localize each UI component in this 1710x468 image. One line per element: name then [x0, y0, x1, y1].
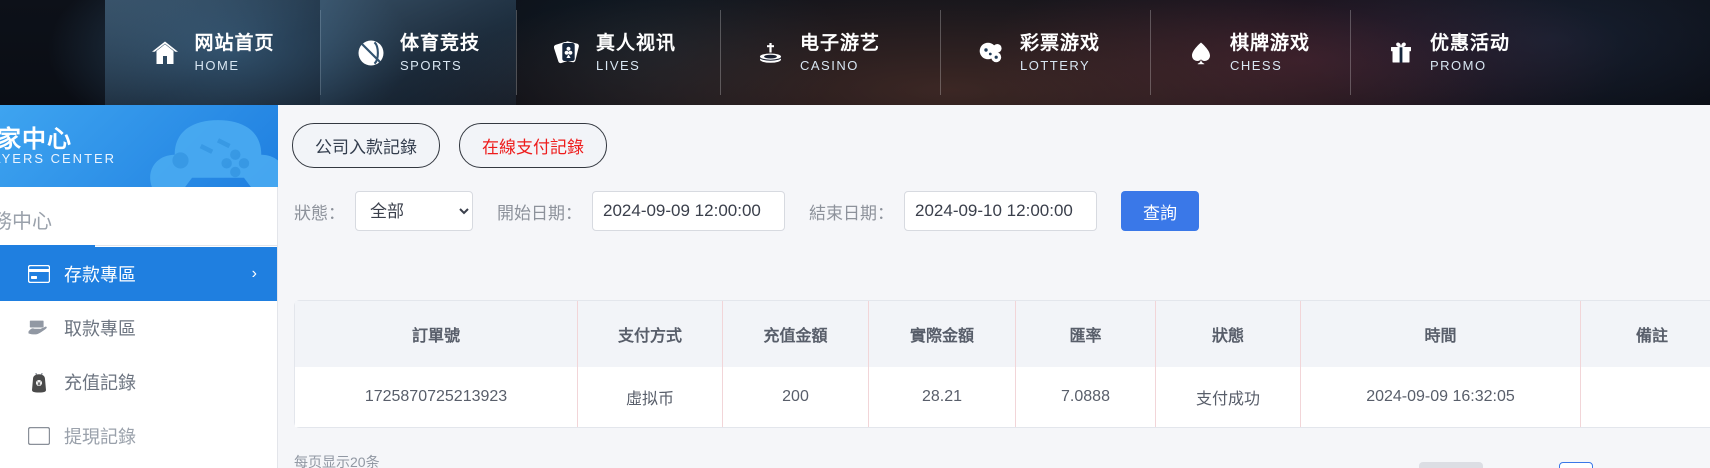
- svg-text:￥: ￥: [36, 381, 41, 387]
